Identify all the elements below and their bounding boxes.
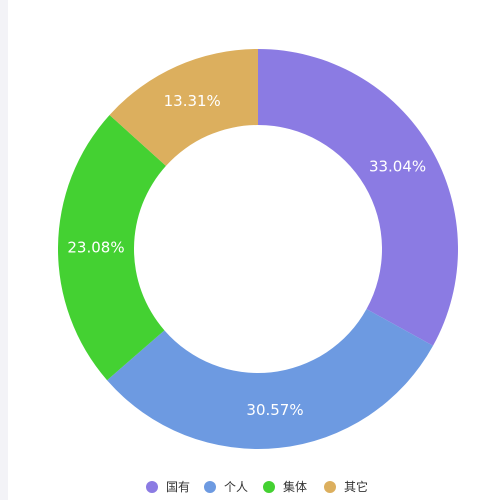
legend-marker-jiti — [263, 481, 275, 493]
labels-group: 33.04% 30.57% 23.08% 13.31% — [67, 92, 426, 419]
legend-marker-geren — [204, 481, 216, 493]
legend-item-guoyou[interactable]: 国有 — [146, 480, 190, 494]
left-edge-strip — [0, 0, 8, 500]
slices-group — [57, 49, 458, 449]
slice-label-guoyou: 33.04% — [369, 158, 426, 176]
slice-label-qita: 13.31% — [164, 92, 221, 110]
legend-label-geren: 个人 — [224, 480, 248, 494]
legend-item-qita[interactable]: 其它 — [324, 479, 368, 494]
legend-label-jiti: 集体 — [283, 479, 307, 494]
slice-qita[interactable] — [109, 49, 259, 166]
legend-label-guoyou: 国有 — [166, 480, 190, 494]
legend-item-jiti[interactable]: 集体 — [263, 479, 307, 494]
slice-label-geren: 30.57% — [246, 401, 303, 419]
slice-guoyou[interactable] — [258, 49, 458, 346]
legend-label-qita: 其它 — [344, 479, 368, 494]
slice-jiti[interactable] — [57, 114, 166, 381]
slice-geren[interactable] — [107, 309, 434, 449]
legend-item-geren[interactable]: 个人 — [204, 480, 248, 494]
legend-marker-guoyou — [146, 481, 158, 493]
legend[interactable]: 国有 个人 集体 其它 — [146, 479, 368, 494]
legend-marker-qita — [324, 481, 336, 493]
slice-label-jiti: 23.08% — [67, 238, 124, 256]
